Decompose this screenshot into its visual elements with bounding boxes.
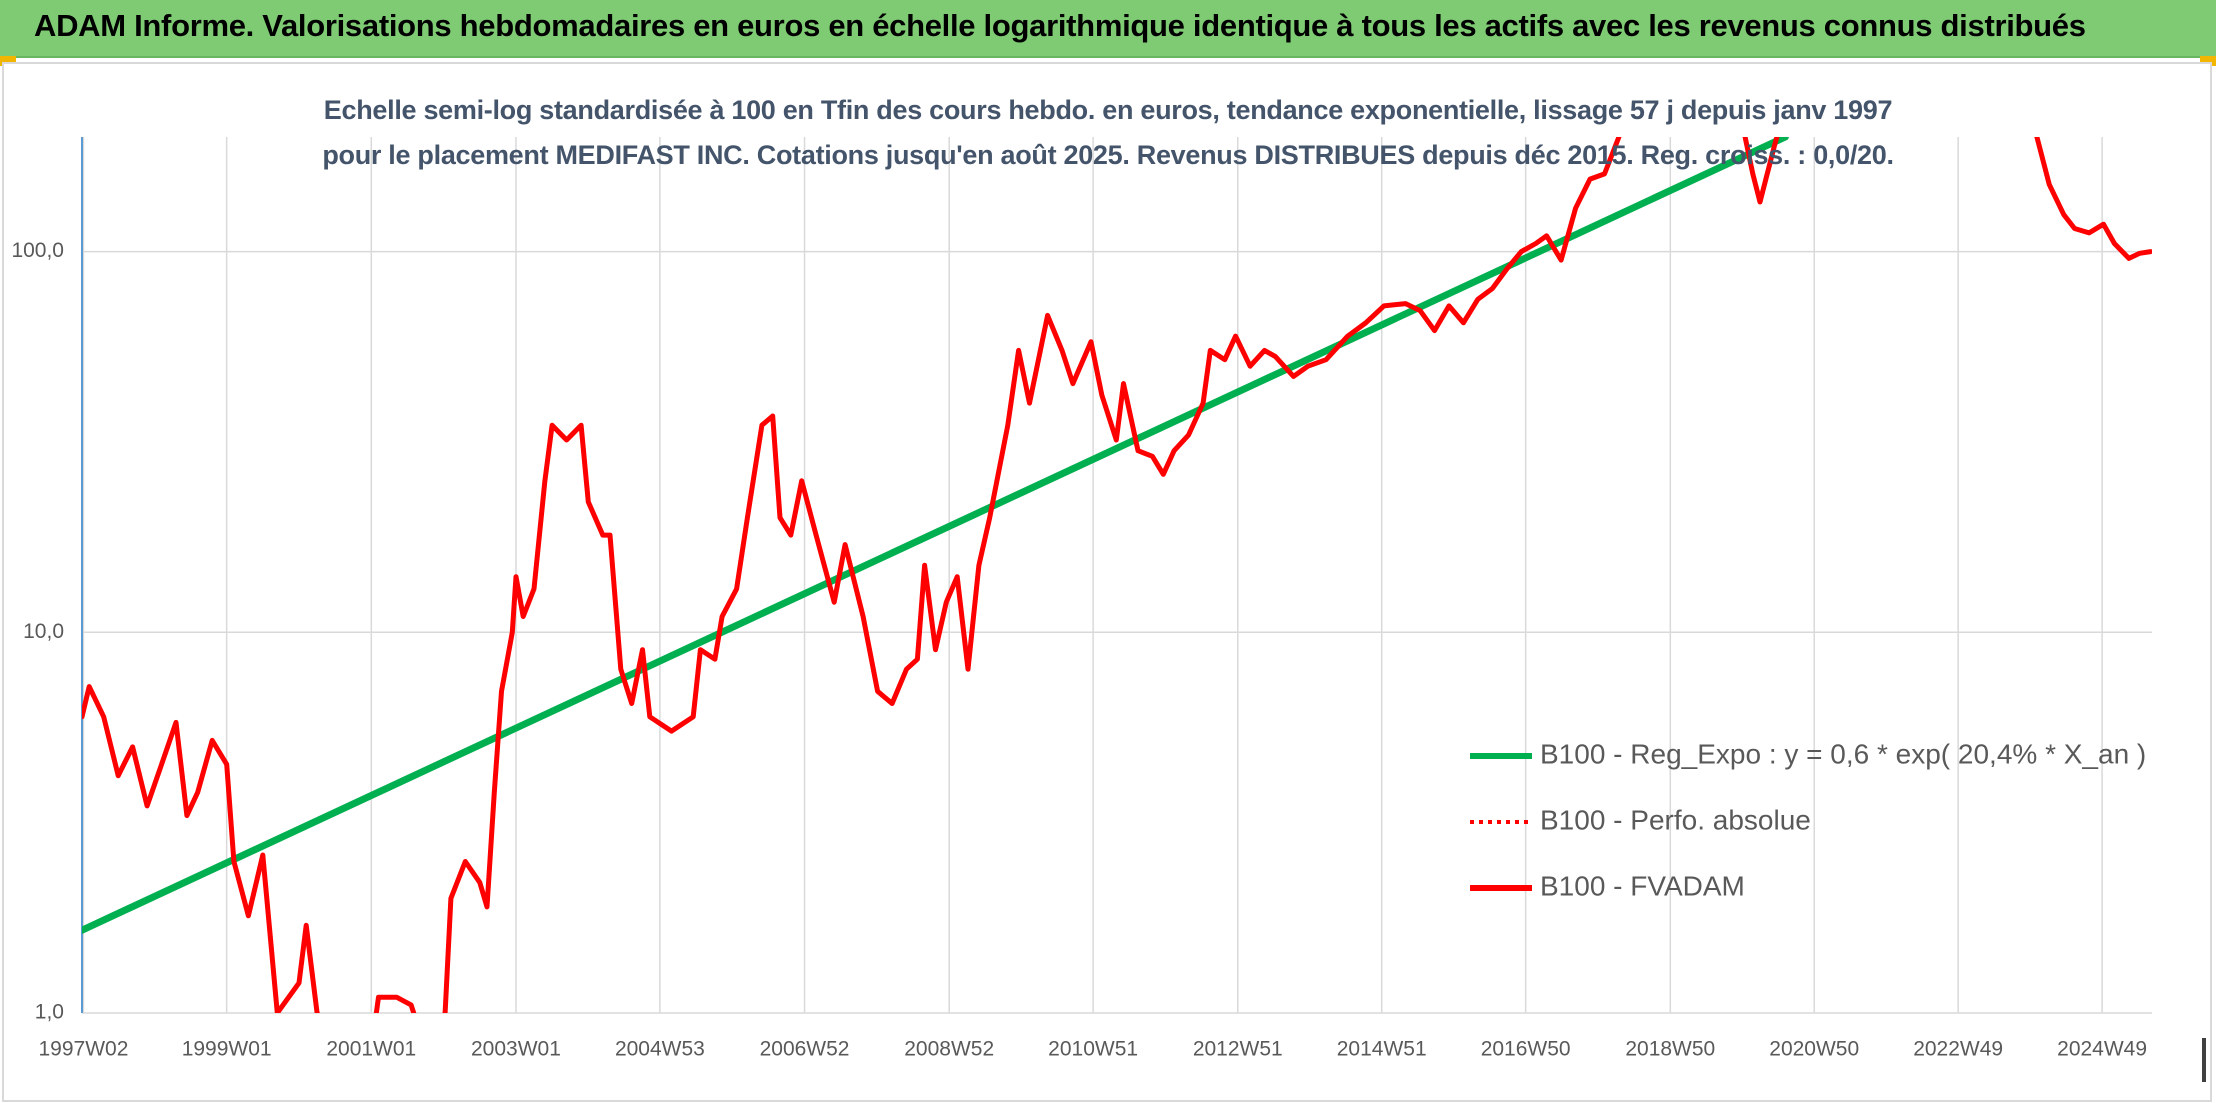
x-tick-label: 2008W52 xyxy=(904,1038,994,1061)
x-tick-label: 1999W01 xyxy=(182,1038,272,1061)
x-tick-label: 2024W49 xyxy=(2057,1038,2147,1061)
x-tick-label: 2012W51 xyxy=(1193,1038,1283,1061)
x-tick-label: 1997W02 xyxy=(38,1038,128,1061)
x-tick-label: 2014W51 xyxy=(1337,1038,1427,1061)
y-tick-label: 100,0 xyxy=(11,239,64,262)
x-tick-label: 2006W52 xyxy=(760,1038,850,1061)
series-line xyxy=(82,137,2152,1013)
x-tick-label: 2018W50 xyxy=(1625,1038,1715,1061)
series-line xyxy=(82,137,1789,934)
corner-mark xyxy=(2200,56,2216,66)
legend-label: B100 - Reg_Expo : y = 0,6 * exp( 20,4% *… xyxy=(1540,738,2146,769)
x-tick-label: 2016W50 xyxy=(1481,1038,1571,1061)
chart-panel xyxy=(2,62,2212,1102)
x-tick-label: 2010W51 xyxy=(1048,1038,1138,1061)
y-tick-label: 10,0 xyxy=(23,620,64,643)
x-tick-label: 2020W50 xyxy=(1769,1038,1859,1061)
x-tick-label: 2003W01 xyxy=(471,1038,561,1061)
x-tick-label: 2022W49 xyxy=(1913,1038,2003,1061)
y-tick-label: 1,0 xyxy=(35,1001,64,1024)
plot-area xyxy=(82,137,2152,1013)
x-tick-label: 2004W53 xyxy=(615,1038,705,1061)
title-bar xyxy=(0,0,2216,58)
legend-label: B100 - Perfo. absolue xyxy=(1540,804,1811,835)
x-tick-label: 2001W01 xyxy=(326,1038,416,1061)
chart-subtitle: Echelle semi-log standardisée à 100 en T… xyxy=(322,95,1894,170)
legend-label: B100 - FVADAM xyxy=(1540,870,1745,901)
scroll-mark xyxy=(2202,1038,2206,1082)
corner-mark xyxy=(0,56,16,66)
chart-title: ADAM Informe. Valorisations hebdomadaire… xyxy=(34,8,2086,43)
